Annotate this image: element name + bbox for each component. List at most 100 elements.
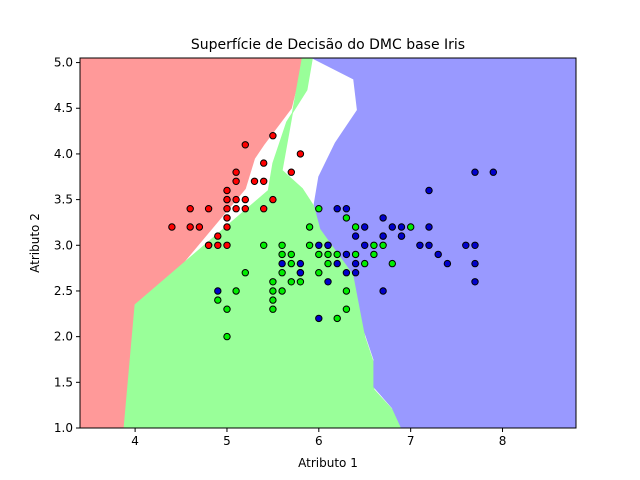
- data-point-class-1: [342, 287, 351, 295]
- data-point-class-1: [315, 250, 323, 259]
- data-point-class-0: [232, 205, 240, 213]
- data-point-class-2: [443, 259, 452, 268]
- data-point-class-2: [434, 250, 442, 259]
- data-point-class-0: [195, 223, 204, 231]
- x-axis: 4 5 6 7 8: [131, 428, 506, 448]
- data-point-class-1: [333, 314, 341, 323]
- data-point-class-1: [278, 250, 286, 259]
- data-point-class-0: [260, 177, 268, 186]
- data-point-class-1: [232, 287, 240, 295]
- x-tick-label: 8: [499, 434, 507, 448]
- data-point-class-2: [324, 278, 332, 286]
- data-point-class-2: [214, 287, 222, 295]
- data-point-class-1: [379, 241, 387, 250]
- data-point-class-2: [315, 241, 323, 250]
- x-tick-label: 4: [131, 434, 139, 448]
- data-point-class-2: [397, 232, 406, 240]
- data-point-class-2: [315, 314, 323, 323]
- data-point-class-1: [269, 296, 277, 304]
- data-point-class-0: [204, 241, 213, 250]
- data-point-class-2: [489, 168, 497, 176]
- data-point-class-1: [351, 223, 360, 231]
- chart-title: Superfície de Decisão do DMC base Iris: [191, 37, 465, 53]
- y-axis-label: Atributo 2: [28, 213, 42, 273]
- data-point-class-2: [361, 223, 369, 231]
- data-point-class-0: [223, 186, 231, 195]
- data-point-class-0: [232, 195, 240, 204]
- decision-region-class-2: [312, 58, 576, 428]
- data-point-class-0: [223, 214, 231, 222]
- x-tick-label: 7: [407, 434, 415, 448]
- data-point-class-2: [379, 214, 387, 222]
- data-point-class-0: [223, 205, 231, 213]
- data-point-class-2: [351, 232, 360, 240]
- data-point-class-2: [471, 259, 479, 268]
- data-point-class-2: [361, 241, 369, 250]
- data-point-class-1: [388, 259, 396, 268]
- data-point-class-0: [241, 195, 250, 204]
- data-point-class-2: [351, 269, 360, 277]
- data-point-class-1: [278, 241, 286, 250]
- data-point-class-1: [214, 296, 222, 304]
- y-tick-label: 1.5: [54, 375, 73, 389]
- y-tick-label: 2.0: [54, 330, 73, 344]
- x-tick-label: 6: [315, 434, 323, 448]
- data-points: [168, 132, 497, 341]
- data-point-class-1: [278, 287, 286, 295]
- data-point-class-2: [471, 278, 479, 286]
- data-point-class-2: [342, 269, 351, 277]
- y-tick-label: 3.0: [54, 238, 73, 252]
- y-tick-label: 4.5: [54, 101, 73, 115]
- data-point-class-2: [397, 223, 406, 231]
- data-point-class-0: [186, 223, 194, 231]
- data-point-class-1: [269, 278, 277, 286]
- data-point-class-1: [333, 250, 341, 259]
- data-point-class-2: [296, 259, 305, 268]
- data-point-class-1: [342, 305, 351, 313]
- data-point-class-1: [287, 278, 295, 286]
- data-point-class-1: [351, 250, 360, 259]
- data-point-class-0: [269, 195, 277, 204]
- y-axis: 1.0 1.5 2.0 2.5 3.0 3.5 4.0 4.5 5.0: [54, 56, 80, 435]
- data-point-class-0: [241, 141, 250, 149]
- y-tick-label: 4.0: [54, 147, 73, 161]
- data-point-class-2: [471, 168, 479, 176]
- data-point-class-2: [379, 232, 387, 240]
- data-point-class-2: [333, 205, 341, 213]
- data-point-class-0: [204, 205, 213, 213]
- data-point-class-2: [471, 241, 479, 250]
- data-point-class-0: [168, 223, 176, 231]
- data-point-class-0: [223, 241, 231, 250]
- data-point-class-1: [361, 259, 369, 268]
- data-point-class-2: [462, 241, 470, 250]
- data-point-class-0: [214, 232, 222, 240]
- data-point-class-0: [260, 159, 268, 167]
- data-point-class-2: [425, 186, 433, 195]
- data-point-class-2: [342, 205, 351, 213]
- data-point-class-2: [351, 259, 360, 268]
- data-point-class-1: [287, 250, 295, 259]
- data-point-class-1: [278, 269, 286, 277]
- data-point-class-0: [260, 205, 268, 213]
- data-point-class-1: [305, 223, 314, 231]
- data-point-class-1: [315, 205, 323, 213]
- data-point-class-1: [305, 241, 314, 250]
- data-point-class-2: [296, 269, 305, 277]
- y-tick-label: 5.0: [54, 56, 73, 70]
- data-point-class-2: [324, 241, 332, 250]
- data-point-class-1: [296, 278, 305, 286]
- data-point-class-0: [214, 241, 222, 250]
- data-point-class-2: [333, 259, 341, 268]
- x-tick-label: 5: [223, 434, 231, 448]
- data-point-class-0: [232, 168, 240, 176]
- data-point-class-0: [232, 177, 240, 186]
- data-point-class-2: [379, 287, 387, 295]
- data-point-class-1: [287, 259, 295, 268]
- data-point-class-1: [370, 250, 378, 259]
- data-point-class-0: [241, 205, 250, 213]
- plot-frame: [79, 57, 577, 429]
- data-point-class-1: [407, 223, 415, 231]
- data-point-class-1: [370, 241, 378, 250]
- data-point-class-1: [223, 332, 231, 341]
